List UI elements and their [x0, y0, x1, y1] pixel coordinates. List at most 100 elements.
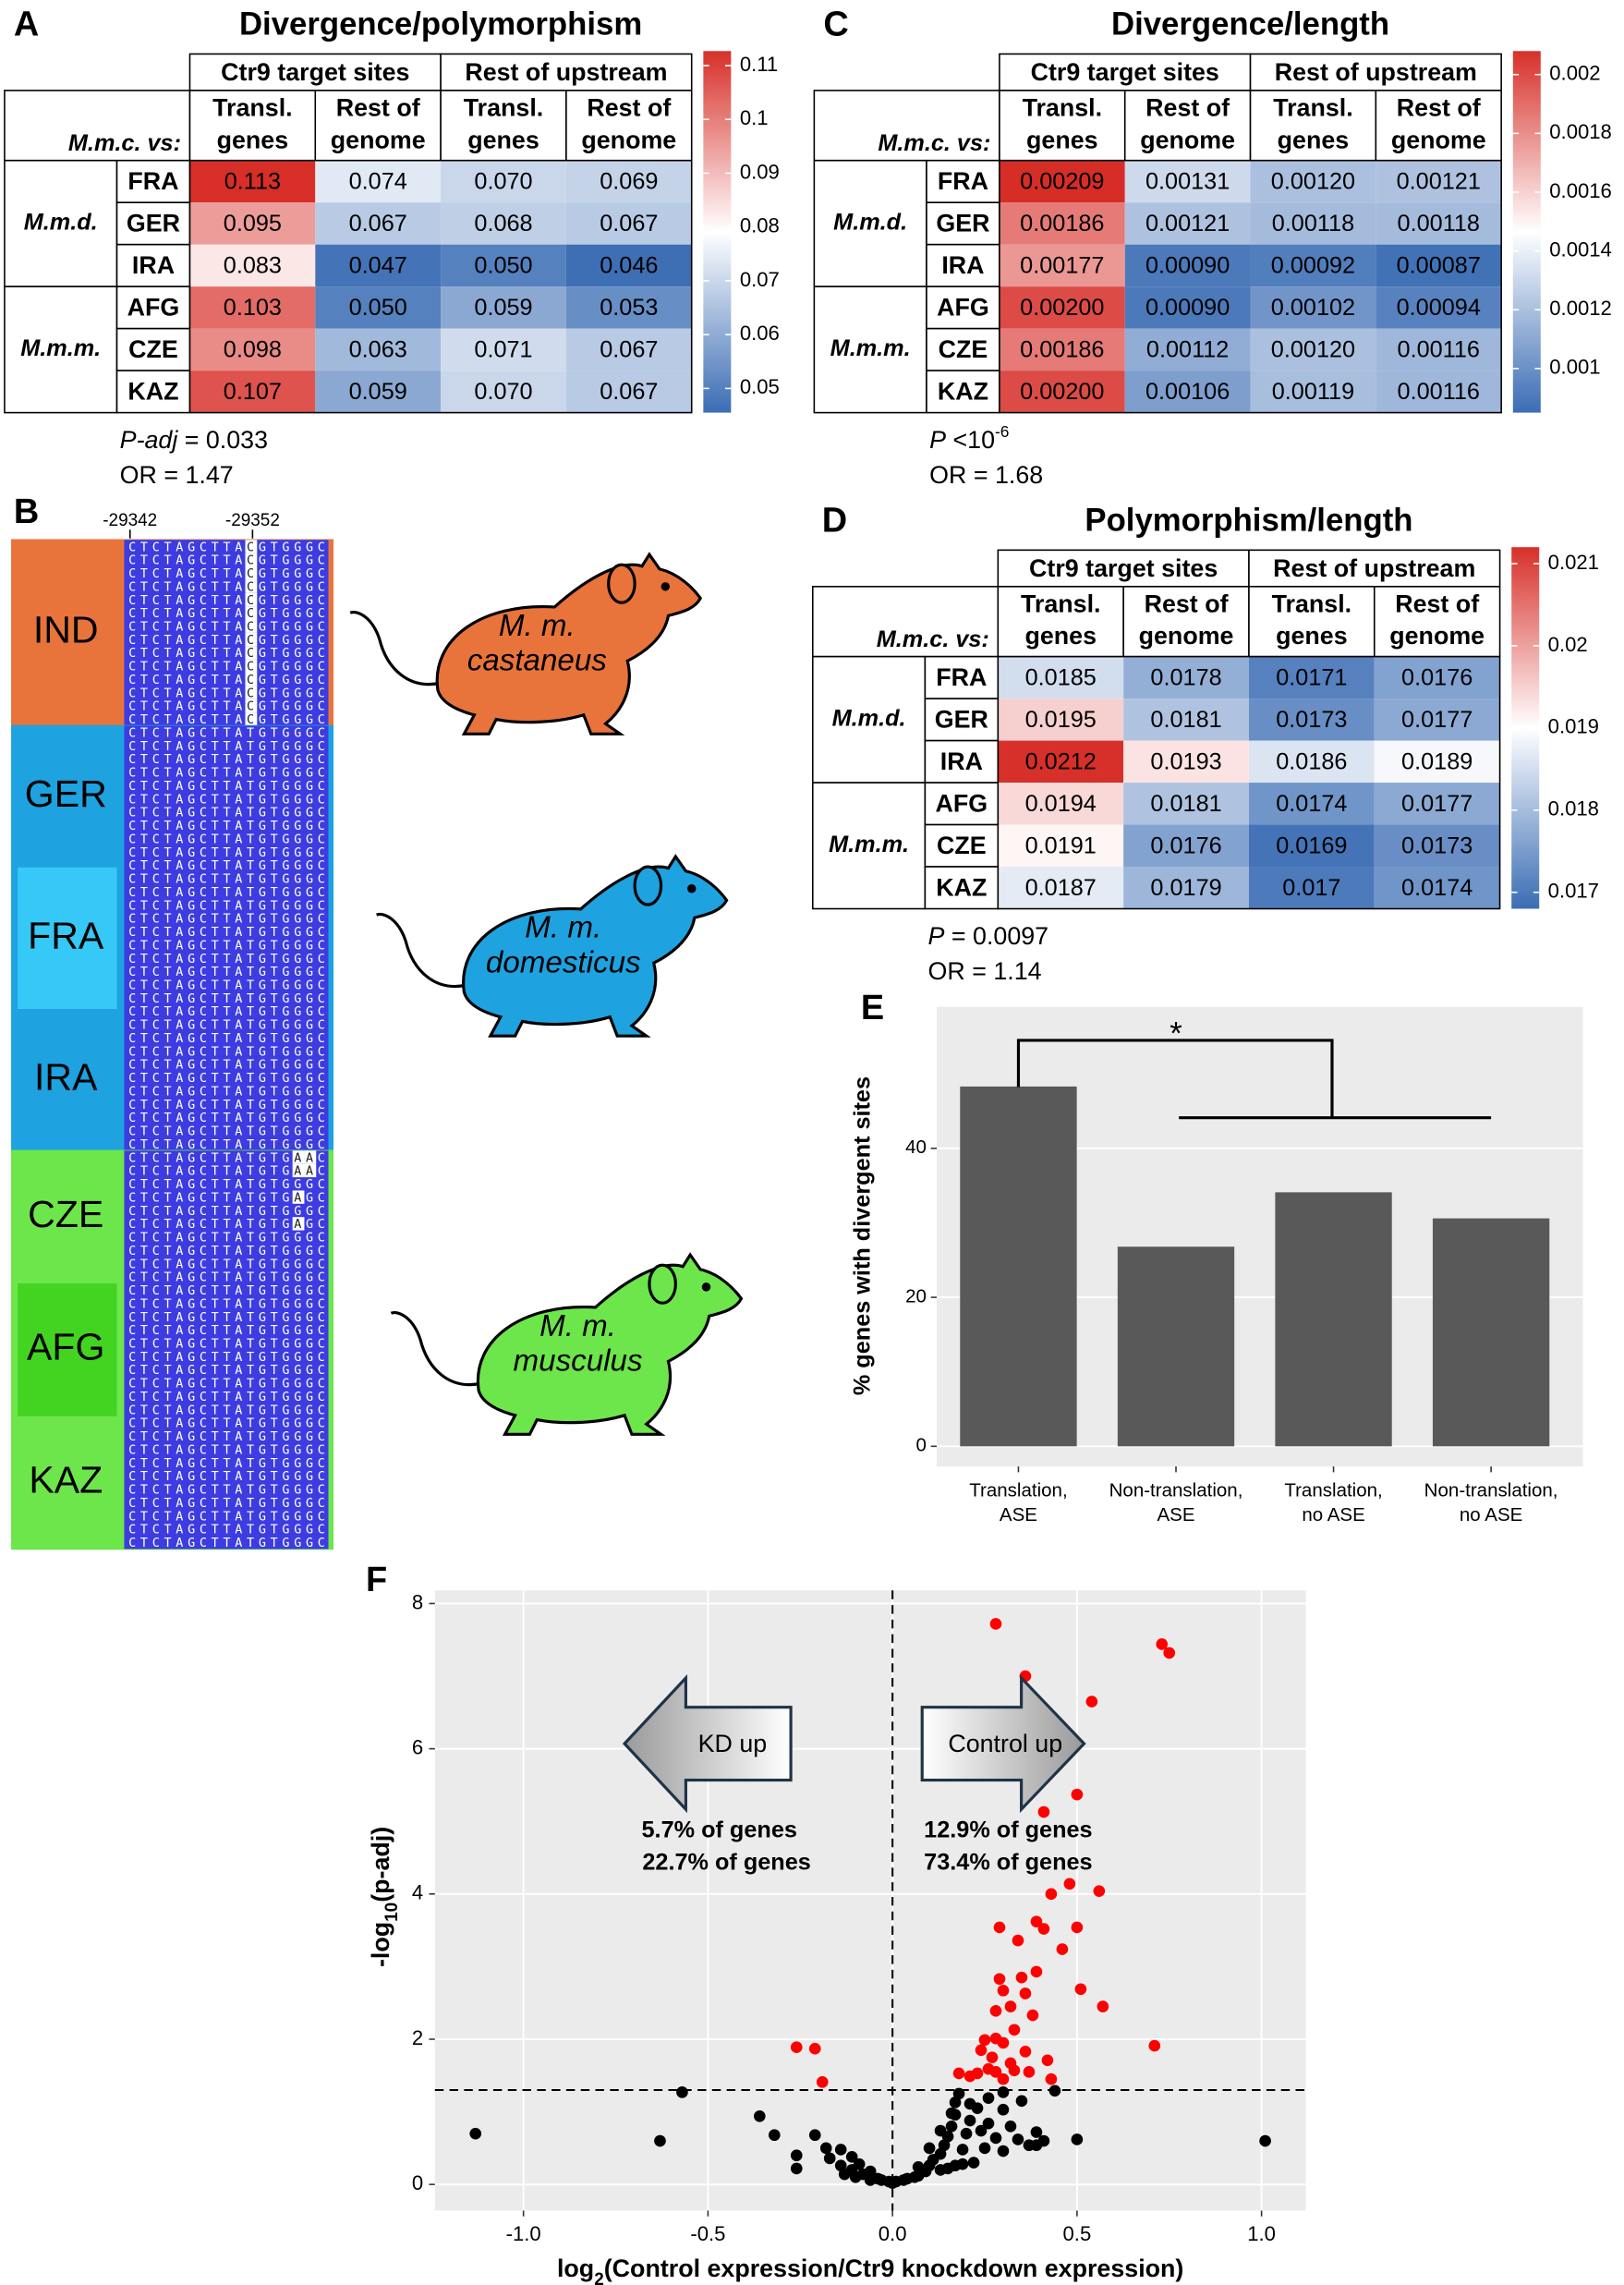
base: C	[247, 620, 254, 634]
cell-label: 0.0187	[1025, 875, 1097, 901]
point	[967, 2157, 980, 2169]
base: C	[318, 1125, 325, 1139]
base: T	[271, 567, 278, 581]
population-block	[18, 1283, 117, 1416]
base: T	[212, 939, 219, 953]
base: C	[318, 1085, 325, 1099]
mouse-body	[476, 1252, 744, 1436]
column-label: Rest of	[1397, 94, 1481, 122]
base: C	[200, 700, 207, 714]
base: T	[164, 1099, 172, 1112]
base: T	[223, 634, 230, 648]
base: T	[271, 939, 278, 953]
point	[1071, 2133, 1084, 2145]
base: G	[188, 979, 195, 993]
cell-label: 0.00102	[1271, 295, 1355, 321]
base: G	[294, 1258, 301, 1271]
base: G	[188, 1019, 195, 1033]
base: G	[306, 953, 313, 966]
base: G	[259, 1005, 266, 1019]
cell-label: 0.00094	[1397, 295, 1481, 321]
base: G	[294, 594, 301, 608]
base: T	[271, 620, 278, 634]
base: T	[140, 1232, 148, 1246]
base: C	[247, 554, 254, 568]
base: G	[282, 992, 289, 1006]
row-label: GER	[936, 210, 989, 237]
row-name-cell	[926, 370, 1000, 414]
base: T	[212, 979, 219, 993]
cell-label: 0.074	[349, 169, 407, 195]
base: T	[212, 1404, 219, 1417]
base: A	[176, 873, 183, 887]
base: C	[128, 979, 136, 993]
base: G	[188, 1284, 195, 1298]
heatmap-cell	[441, 371, 566, 413]
base: T	[140, 580, 148, 594]
base: T	[223, 1497, 230, 1511]
base: G	[188, 726, 195, 740]
base: C	[128, 634, 136, 648]
base: T	[223, 1324, 230, 1338]
base: T	[223, 1085, 230, 1099]
base: G	[306, 780, 313, 794]
colorbar-label: 0.018	[1548, 797, 1599, 820]
base: G	[282, 859, 289, 873]
text-part: 2	[594, 2270, 604, 2285]
point	[997, 2072, 1010, 2085]
base: T	[271, 966, 278, 979]
base: A	[235, 979, 242, 993]
base: C	[152, 1443, 160, 1457]
base: T	[164, 1417, 172, 1431]
base: T	[164, 687, 172, 700]
base: G	[306, 1284, 313, 1298]
base: G	[282, 1032, 289, 1046]
heatmap-cell	[565, 244, 692, 287]
base: T	[223, 926, 230, 940]
base: C	[128, 1443, 136, 1457]
text-part: = 0.0097	[944, 922, 1048, 950]
base: C	[318, 1430, 325, 1444]
text-part: = 0.033	[177, 426, 268, 454]
point	[838, 2168, 851, 2181]
heatmap-cell	[998, 867, 1124, 909]
base: A	[235, 1391, 242, 1404]
base: C	[318, 1032, 325, 1046]
base: T	[212, 926, 219, 940]
base: G	[188, 926, 195, 940]
base: T	[140, 846, 148, 860]
base: T	[223, 1537, 230, 1550]
point	[963, 2097, 976, 2110]
point	[997, 2086, 1010, 2098]
base: G	[188, 1338, 195, 1352]
base: C	[318, 1443, 325, 1457]
base: T	[271, 700, 278, 714]
cell-label: 0.103	[224, 295, 282, 321]
base: T	[140, 1351, 148, 1365]
base: A	[176, 647, 183, 661]
base: G	[259, 859, 266, 873]
base: T	[140, 767, 148, 781]
point	[469, 2127, 482, 2140]
base: T	[271, 541, 278, 554]
base: G	[294, 1510, 301, 1524]
base: C	[152, 1151, 160, 1165]
base: T	[247, 1404, 254, 1417]
base: A	[294, 1151, 301, 1165]
base: G	[282, 1391, 289, 1404]
point	[853, 2157, 866, 2170]
variant-highlight	[245, 686, 258, 699]
point	[1041, 2054, 1054, 2067]
base: C	[318, 1297, 325, 1311]
row-name-cell	[115, 243, 191, 287]
base: G	[294, 1324, 301, 1338]
base: C	[152, 1099, 160, 1112]
base: T	[271, 1032, 278, 1046]
